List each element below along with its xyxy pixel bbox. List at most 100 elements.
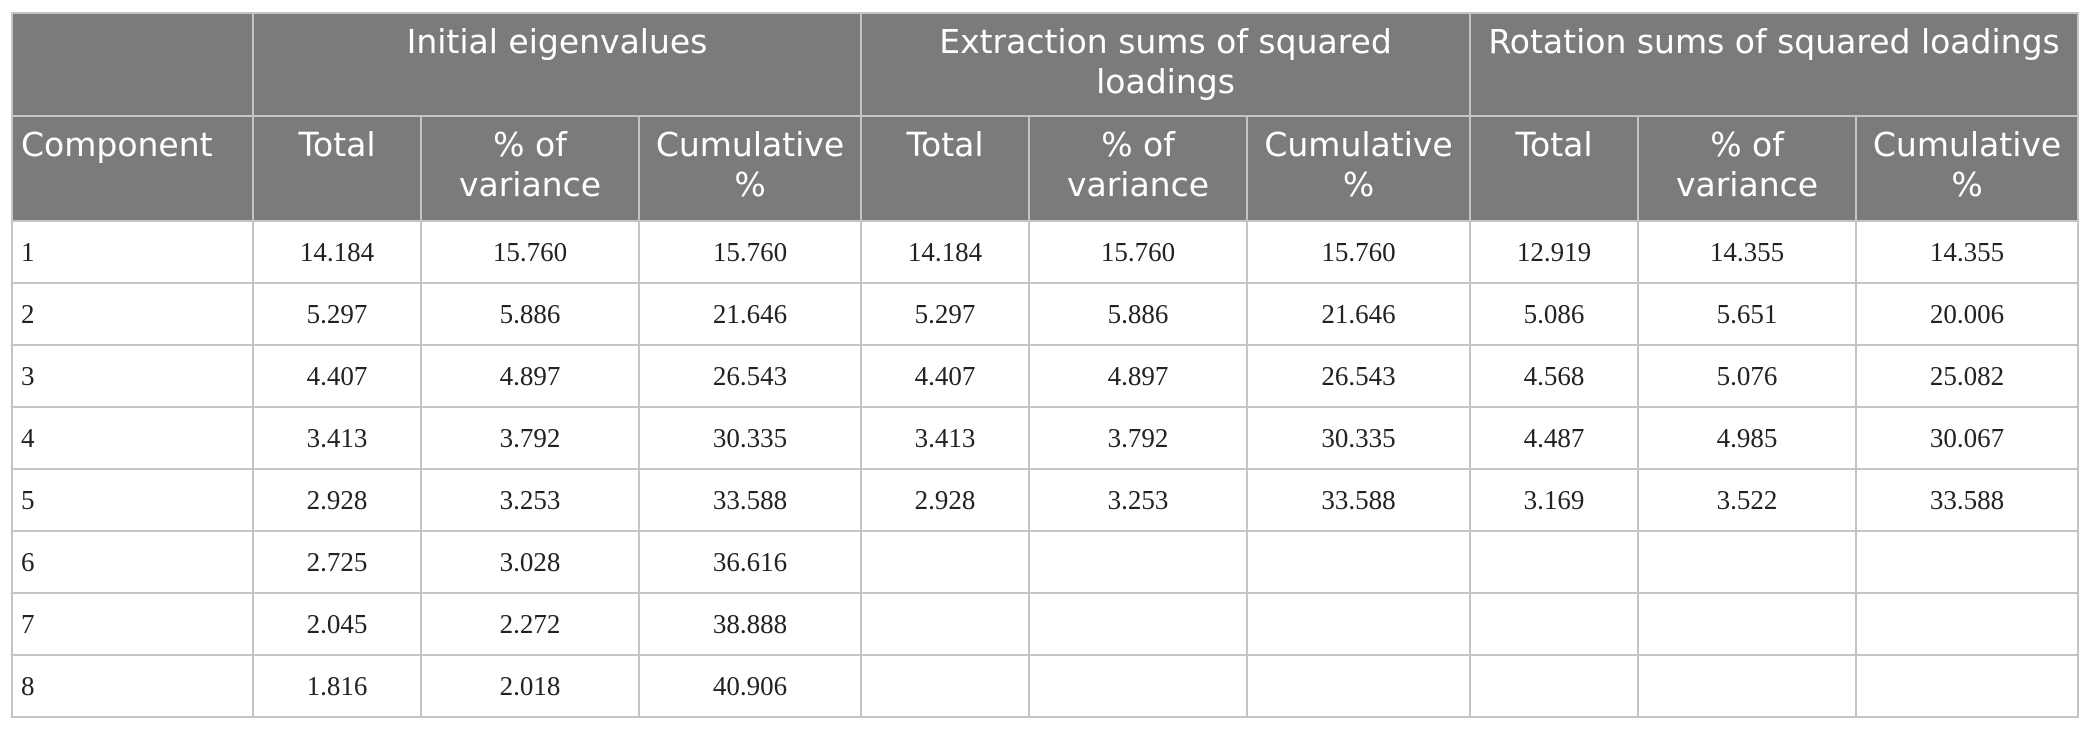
table-body: 1 14.184 15.760 15.760 14.184 15.760 15.760 12.… bbox=[11, 220, 2080, 718]
header-column-row: Component Total % of variance Cumulative… bbox=[11, 115, 2080, 222]
value-cell: 38.888 bbox=[637, 592, 863, 656]
value-cell: 5.297 bbox=[860, 282, 1031, 346]
value-cell: 2.272 bbox=[420, 592, 640, 656]
table-row: 6 2.725 3.028 36.616 bbox=[11, 530, 2080, 594]
value-cell: 4.407 bbox=[252, 344, 422, 408]
value-cell bbox=[1637, 592, 1858, 656]
value-cell: 30.335 bbox=[637, 406, 863, 470]
value-cell: 15.760 bbox=[420, 220, 640, 284]
value-cell: 4.487 bbox=[1469, 406, 1640, 470]
value-cell bbox=[860, 592, 1031, 656]
component-cell: 5 bbox=[11, 468, 254, 532]
value-cell: 21.646 bbox=[637, 282, 863, 346]
value-cell: 2.045 bbox=[252, 592, 422, 656]
table-row: 5 2.928 3.253 33.588 2.928 3.253 33.588 3.169 3.… bbox=[11, 468, 2080, 532]
variance-table-container: Initial eigenvalues Extraction sums of s… bbox=[11, 12, 2080, 719]
value-cell: 5.886 bbox=[1028, 282, 1249, 346]
value-cell: 33.588 bbox=[1855, 468, 2080, 532]
value-cell: 5.297 bbox=[252, 282, 422, 346]
value-cell: 4.897 bbox=[1028, 344, 1249, 408]
component-cell: 3 bbox=[11, 344, 254, 408]
value-cell bbox=[1246, 530, 1472, 594]
component-cell: 2 bbox=[11, 282, 254, 346]
value-cell: 3.792 bbox=[1028, 406, 1249, 470]
value-cell: 2.928 bbox=[252, 468, 422, 532]
value-cell: 4.897 bbox=[420, 344, 640, 408]
column-header-rotation-variance: % of variance bbox=[1637, 115, 1858, 222]
value-cell bbox=[1469, 654, 1640, 718]
value-cell bbox=[1855, 654, 2080, 718]
value-cell: 3.792 bbox=[420, 406, 640, 470]
value-cell: 2.725 bbox=[252, 530, 422, 594]
value-cell: 15.760 bbox=[637, 220, 863, 284]
value-cell: 5.651 bbox=[1637, 282, 1858, 346]
value-cell bbox=[1637, 654, 1858, 718]
value-cell: 3.413 bbox=[860, 406, 1031, 470]
value-cell: 14.184 bbox=[860, 220, 1031, 284]
value-cell: 33.588 bbox=[637, 468, 863, 532]
value-cell bbox=[1028, 654, 1249, 718]
table-row: 8 1.816 2.018 40.906 bbox=[11, 654, 2080, 718]
value-cell: 14.355 bbox=[1637, 220, 1858, 284]
column-header-initial-cumulative: Cumulative % bbox=[637, 115, 863, 222]
header-group-row: Initial eigenvalues Extraction sums of s… bbox=[11, 12, 2080, 117]
value-cell: 36.616 bbox=[637, 530, 863, 594]
value-cell: 4.407 bbox=[860, 344, 1031, 408]
value-cell: 3.253 bbox=[1028, 468, 1249, 532]
column-header-initial-total: Total bbox=[252, 115, 422, 222]
value-cell: 2.928 bbox=[860, 468, 1031, 532]
value-cell: 4.568 bbox=[1469, 344, 1640, 408]
value-cell bbox=[1246, 654, 1472, 718]
table-row: 3 4.407 4.897 26.543 4.407 4.897 26.543 4.568 5.… bbox=[11, 344, 2080, 408]
value-cell: 5.086 bbox=[1469, 282, 1640, 346]
value-cell: 14.184 bbox=[252, 220, 422, 284]
value-cell bbox=[1855, 530, 2080, 594]
value-cell: 20.006 bbox=[1855, 282, 2080, 346]
value-cell: 25.082 bbox=[1855, 344, 2080, 408]
value-cell: 21.646 bbox=[1246, 282, 1472, 346]
table-row: 1 14.184 15.760 15.760 14.184 15.760 15.760 12.… bbox=[11, 220, 2080, 284]
value-cell: 33.588 bbox=[1246, 468, 1472, 532]
header-group-extraction-sums: Extraction sums of squared loadings bbox=[860, 12, 1472, 117]
value-cell: 15.760 bbox=[1028, 220, 1249, 284]
column-header-rotation-total: Total bbox=[1469, 115, 1640, 222]
component-cell: 8 bbox=[11, 654, 254, 718]
variance-explained-table: Initial eigenvalues Extraction sums of s… bbox=[11, 12, 2080, 718]
value-cell: 3.253 bbox=[420, 468, 640, 532]
component-cell: 7 bbox=[11, 592, 254, 656]
value-cell: 14.355 bbox=[1855, 220, 2080, 284]
value-cell bbox=[1637, 530, 1858, 594]
value-cell bbox=[1469, 530, 1640, 594]
value-cell: 1.816 bbox=[252, 654, 422, 718]
column-header-extraction-variance: % of variance bbox=[1028, 115, 1249, 222]
value-cell: 15.760 bbox=[1246, 220, 1472, 284]
value-cell bbox=[1469, 592, 1640, 656]
value-cell: 3.169 bbox=[1469, 468, 1640, 532]
value-cell: 3.028 bbox=[420, 530, 640, 594]
component-cell: 4 bbox=[11, 406, 254, 470]
column-header-rotation-cumulative: Cumulative % bbox=[1855, 115, 2080, 222]
component-cell: 1 bbox=[11, 220, 254, 284]
value-cell: 2.018 bbox=[420, 654, 640, 718]
value-cell: 40.906 bbox=[637, 654, 863, 718]
value-cell bbox=[1855, 592, 2080, 656]
value-cell: 5.886 bbox=[420, 282, 640, 346]
value-cell bbox=[860, 654, 1031, 718]
column-header-component: Component bbox=[11, 115, 254, 222]
value-cell bbox=[1246, 592, 1472, 656]
column-header-extraction-cumulative: Cumulative % bbox=[1246, 115, 1472, 222]
table-row: 7 2.045 2.272 38.888 bbox=[11, 592, 2080, 656]
value-cell: 5.076 bbox=[1637, 344, 1858, 408]
value-cell bbox=[1028, 530, 1249, 594]
value-cell bbox=[1028, 592, 1249, 656]
value-cell: 26.543 bbox=[1246, 344, 1472, 408]
value-cell: 12.919 bbox=[1469, 220, 1640, 284]
column-header-initial-variance: % of variance bbox=[420, 115, 640, 222]
header-group-rotation-sums: Rotation sums of squared loadings bbox=[1469, 12, 2080, 117]
value-cell: 4.985 bbox=[1637, 406, 1858, 470]
value-cell: 26.543 bbox=[637, 344, 863, 408]
column-header-extraction-total: Total bbox=[860, 115, 1031, 222]
value-cell: 3.522 bbox=[1637, 468, 1858, 532]
header-group-empty bbox=[11, 12, 254, 117]
value-cell: 3.413 bbox=[252, 406, 422, 470]
